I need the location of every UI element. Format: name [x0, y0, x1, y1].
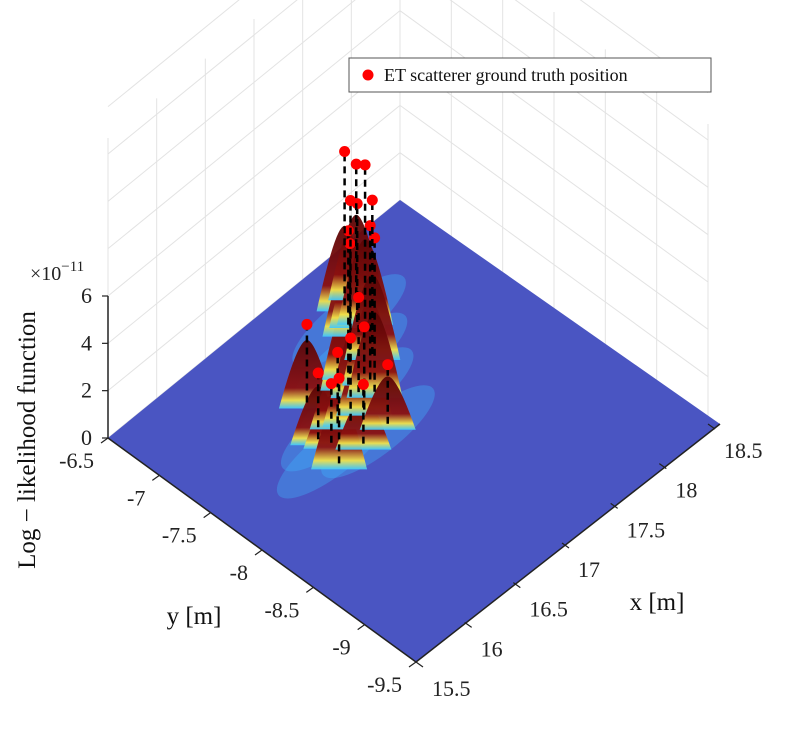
x-tick-label: 18	[675, 478, 697, 503]
x-axis-line	[415, 423, 721, 663]
y-tick	[305, 586, 314, 593]
y-tick	[254, 549, 263, 556]
scatterer-point	[301, 318, 313, 330]
x-tick	[707, 423, 716, 430]
y-tick-label: -7	[127, 485, 145, 510]
z-exponent-power: −11	[61, 259, 84, 275]
x-tick	[415, 661, 424, 668]
scatterer-point	[350, 158, 362, 170]
x-tick-label: 16.5	[529, 597, 568, 622]
tick-marks: 0 2 4 6 -9.5 -9 -8.5 -8 -7.5 -7 -6.5 15.5 16 16.5 17 17…	[59, 283, 762, 701]
z-tick-label: 2	[81, 378, 92, 403]
grid-line	[107, 104, 709, 344]
legend-box	[348, 57, 712, 93]
scatterer-point	[357, 378, 369, 390]
legend: ET scatterer ground truth position	[348, 57, 712, 93]
z-exponent: ×10−11	[30, 259, 84, 285]
x-tick	[658, 463, 667, 470]
x-tick-label: 17.5	[627, 517, 666, 542]
x-tick	[512, 582, 521, 589]
x-tick-label: 18.5	[724, 438, 763, 463]
scatterer-point	[364, 220, 376, 232]
x-tick-label: 15.5	[432, 676, 471, 701]
y-tick-label: -9	[332, 635, 350, 660]
y-tick	[203, 512, 212, 519]
y-tick	[408, 661, 417, 668]
y-tick	[357, 624, 366, 631]
x-tick-label: 16	[481, 636, 503, 661]
grid-line	[107, 10, 709, 250]
scatterer-point	[333, 372, 345, 384]
scatterer-markers	[301, 145, 394, 464]
surface-floor	[108, 200, 720, 662]
x-axis-label: x [m]	[630, 589, 685, 616]
grid-line	[107, 152, 709, 392]
y-tick-label: -9.5	[367, 672, 402, 697]
x-tick	[561, 542, 570, 549]
scatterer-point	[312, 367, 324, 379]
likelihood-peak	[359, 376, 416, 430]
x-tick-label: 17	[578, 557, 600, 582]
x-tick	[464, 621, 473, 628]
likelihood-peak	[311, 395, 368, 470]
y-tick-label: -8	[230, 560, 248, 585]
legend-marker-icon	[362, 69, 374, 81]
y-axis-label: y [m]	[167, 603, 222, 630]
scatterer-point	[382, 359, 394, 371]
scatterer-point	[366, 194, 378, 206]
z-tick-label: 0	[81, 425, 92, 450]
scatterer-point	[339, 145, 351, 157]
y-tick-label: -7.5	[162, 523, 197, 548]
scatterer-point	[358, 321, 370, 333]
y-tick	[151, 474, 160, 481]
z-axis-label: Log − likelihood function	[14, 311, 41, 569]
y-tick-label: -8.5	[265, 597, 300, 622]
z-tick-label: 6	[81, 283, 92, 308]
grid-line	[107, 0, 709, 202]
z-tick-label: 4	[81, 330, 92, 355]
scatterer-point	[359, 159, 371, 171]
grid-line	[107, 0, 709, 108]
legend-entry-label: ET scatterer ground truth position	[384, 65, 628, 85]
scatterer-point	[353, 291, 365, 303]
scatterer-point	[332, 346, 344, 358]
scatterer-point	[345, 332, 357, 344]
scatterer-point	[325, 378, 337, 390]
z-exponent-base: ×10	[30, 263, 61, 285]
x-tick	[610, 502, 619, 509]
y-tick	[100, 437, 109, 444]
y-tick-label: -6.5	[59, 448, 94, 473]
